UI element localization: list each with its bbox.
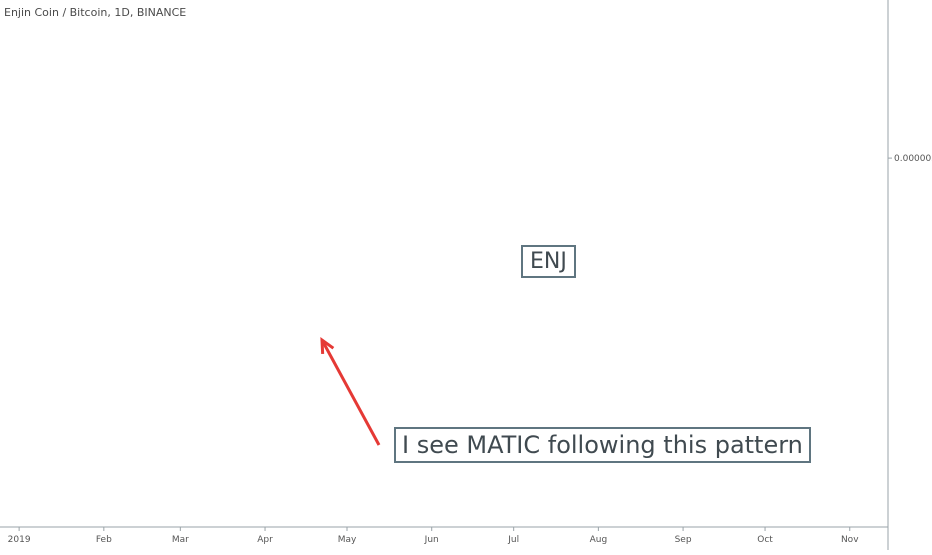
arrow-head [320,336,335,355]
chart-title: Enjin Coin / Bitcoin, 1D, BINANCE [4,6,187,19]
arrow-shaft [320,339,381,446]
y-tick-label: 0.00000500 [894,154,932,164]
x-tick-label: Mar [172,535,189,545]
x-tick-label: Aug [590,535,608,545]
x-tick-label: Oct [757,535,773,545]
x-tick-label: Jul [507,535,519,545]
x-tick-label: Sep [675,535,692,545]
x-tick-label: Feb [96,535,112,545]
x-tick-label: Nov [841,535,859,545]
x-tick-label: Jun [424,535,439,545]
symbol-box: ENJ [521,245,576,278]
x-tick-label: Apr [257,535,273,545]
note-box: I see MATIC following this pattern [394,427,811,463]
x-tick-label: 2019 [8,535,31,545]
x-tick-label: May [338,535,357,545]
